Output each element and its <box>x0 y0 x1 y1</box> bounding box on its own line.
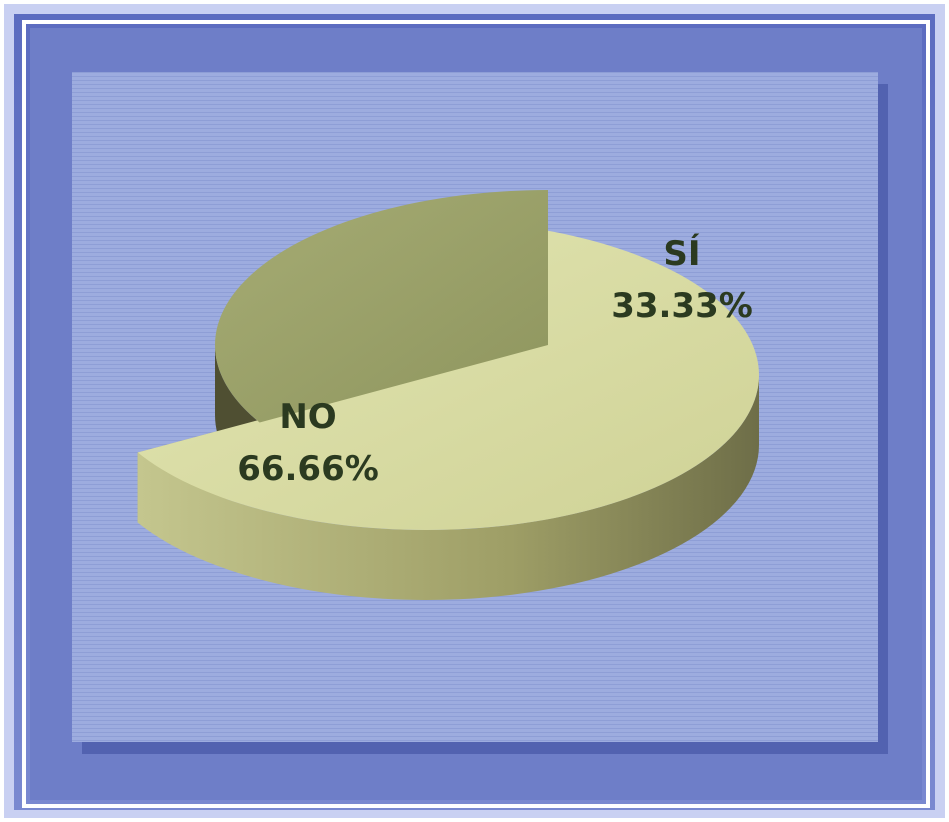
pie-slice-no <box>137 220 760 530</box>
pie-slice-sí <box>214 190 548 423</box>
slice-value-label-sí: 33.33% <box>611 286 753 326</box>
slice-value-label-no: 66.66% <box>237 449 379 489</box>
slice-label-no: NO <box>279 397 336 437</box>
pie-slice-side <box>137 375 760 600</box>
pie-group: NO 66.66% SÍ 33.33% <box>137 190 760 600</box>
frame-white-line <box>22 20 930 808</box>
slice-label-sí: SÍ <box>663 233 700 274</box>
